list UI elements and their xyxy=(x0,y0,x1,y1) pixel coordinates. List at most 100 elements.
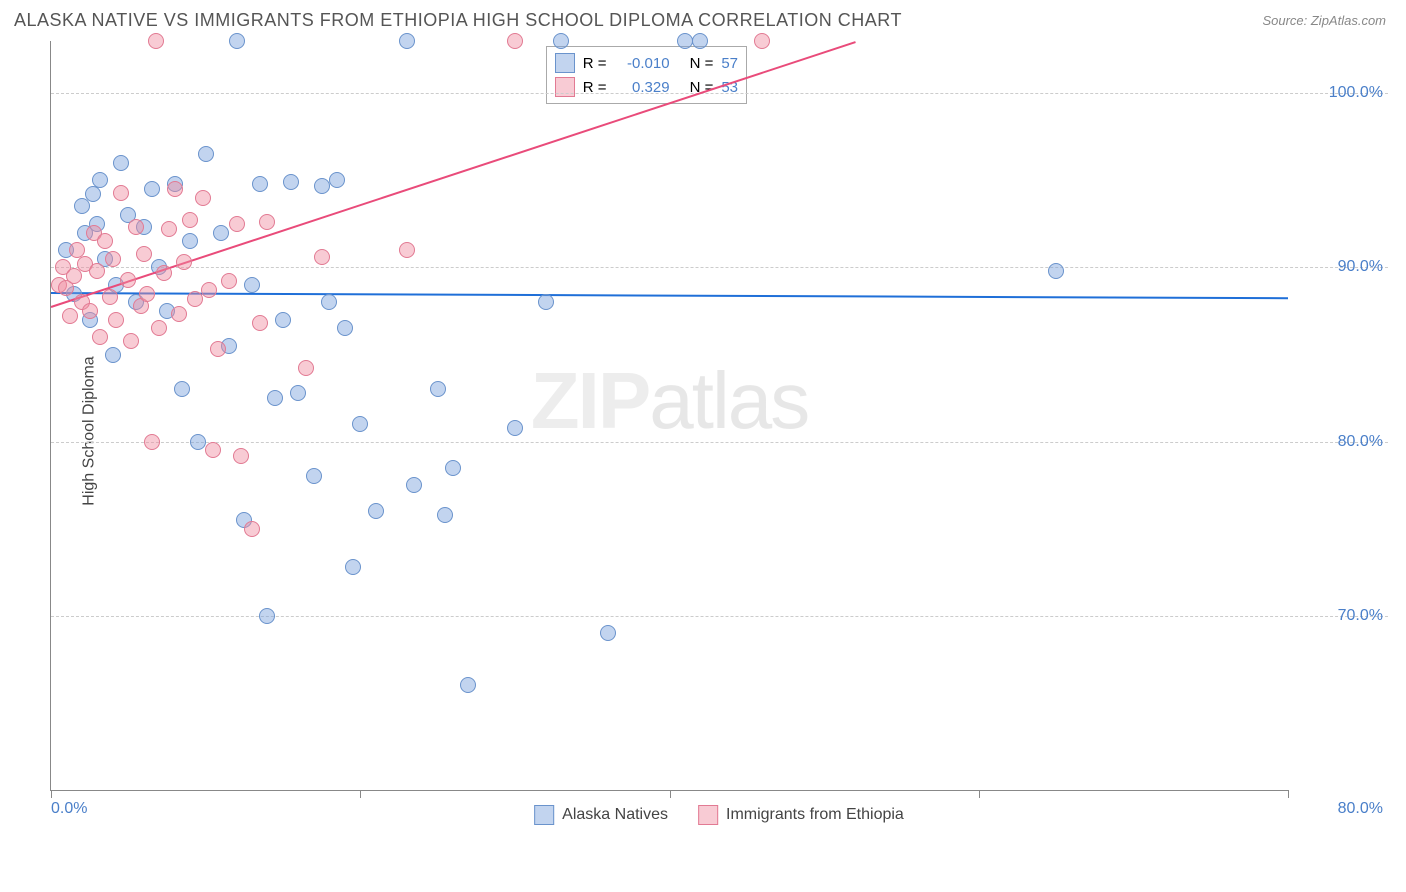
data-point xyxy=(229,33,245,49)
data-point xyxy=(692,33,708,49)
chart-title: ALASKA NATIVE VS IMMIGRANTS FROM ETHIOPI… xyxy=(14,10,902,31)
data-point xyxy=(275,312,291,328)
data-point xyxy=(190,434,206,450)
data-point xyxy=(233,448,249,464)
stats-legend-row: R =0.329N =53 xyxy=(555,75,738,99)
r-label: R = xyxy=(583,55,607,72)
x-tick xyxy=(360,790,361,798)
x-tick-label: 80.0% xyxy=(1338,800,1383,818)
data-point xyxy=(92,329,108,345)
legend-swatch xyxy=(534,805,554,825)
data-point xyxy=(221,273,237,289)
data-point xyxy=(148,33,164,49)
y-tick-label: 70.0% xyxy=(1338,607,1383,625)
stats-legend-row: R =-0.010N =57 xyxy=(555,51,738,75)
watermark: ZIPatlas xyxy=(531,355,808,447)
legend-label: Alaska Natives xyxy=(562,806,668,824)
data-point xyxy=(229,216,245,232)
data-point xyxy=(290,385,306,401)
data-point xyxy=(156,265,172,281)
watermark-thin: atlas xyxy=(649,356,808,445)
data-point xyxy=(182,212,198,228)
data-point xyxy=(144,434,160,450)
data-point xyxy=(267,390,283,406)
gridline xyxy=(51,267,1388,268)
data-point xyxy=(259,608,275,624)
data-point xyxy=(406,477,422,493)
data-point xyxy=(105,347,121,363)
data-point xyxy=(113,155,129,171)
data-point xyxy=(174,381,190,397)
data-point xyxy=(128,219,144,235)
data-point xyxy=(252,176,268,192)
data-point xyxy=(105,251,121,267)
data-point xyxy=(600,625,616,641)
data-point xyxy=(430,381,446,397)
data-point xyxy=(507,420,523,436)
data-point xyxy=(205,442,221,458)
x-tick xyxy=(1288,790,1289,798)
data-point xyxy=(139,286,155,302)
data-point xyxy=(259,214,275,230)
gridline xyxy=(51,442,1388,443)
data-point xyxy=(176,254,192,270)
gridline xyxy=(51,93,1388,94)
data-point xyxy=(345,559,361,575)
data-point xyxy=(329,172,345,188)
legend-swatch xyxy=(698,805,718,825)
y-tick-label: 100.0% xyxy=(1329,84,1383,102)
data-point xyxy=(123,333,139,349)
data-point xyxy=(151,320,167,336)
x-tick xyxy=(51,790,52,798)
data-point xyxy=(161,221,177,237)
x-tick xyxy=(979,790,980,798)
data-point xyxy=(62,308,78,324)
data-point xyxy=(321,294,337,310)
legend-swatch xyxy=(555,53,575,73)
data-point xyxy=(399,242,415,258)
watermark-bold: ZIP xyxy=(531,356,649,445)
gridline xyxy=(51,616,1388,617)
data-point xyxy=(368,503,384,519)
series-legend: Alaska Natives Immigrants from Ethiopia xyxy=(534,805,904,825)
data-point xyxy=(92,172,108,188)
data-point xyxy=(283,174,299,190)
data-point xyxy=(108,312,124,328)
data-point xyxy=(754,33,770,49)
data-point xyxy=(102,289,118,305)
data-point xyxy=(252,315,268,331)
data-point xyxy=(445,460,461,476)
trend-line xyxy=(51,292,1288,299)
source-label: Source: ZipAtlas.com xyxy=(1262,13,1386,28)
r-value: -0.010 xyxy=(615,55,670,72)
y-tick-label: 80.0% xyxy=(1338,433,1383,451)
data-point xyxy=(337,320,353,336)
data-point xyxy=(97,233,113,249)
stats-legend: R =-0.010N =57R =0.329N =53 xyxy=(546,46,747,104)
chart-container: High School Diploma ZIPatlas R =-0.010N … xyxy=(50,41,1388,821)
data-point xyxy=(1048,263,1064,279)
data-point xyxy=(507,33,523,49)
data-point xyxy=(210,341,226,357)
data-point xyxy=(85,186,101,202)
x-tick xyxy=(670,790,671,798)
data-point xyxy=(553,33,569,49)
data-point xyxy=(195,190,211,206)
data-point xyxy=(314,178,330,194)
data-point xyxy=(167,181,183,197)
data-point xyxy=(298,360,314,376)
data-point xyxy=(82,303,98,319)
data-point xyxy=(437,507,453,523)
data-point xyxy=(314,249,330,265)
data-point xyxy=(244,277,260,293)
legend-label: Immigrants from Ethiopia xyxy=(726,806,904,824)
data-point xyxy=(213,225,229,241)
x-tick-label: 0.0% xyxy=(51,800,87,818)
data-point xyxy=(201,282,217,298)
data-point xyxy=(198,146,214,162)
data-point xyxy=(89,263,105,279)
n-label: N = xyxy=(690,55,714,72)
data-point xyxy=(182,233,198,249)
data-point xyxy=(244,521,260,537)
plot-area: ZIPatlas R =-0.010N =57R =0.329N =53 70.… xyxy=(50,41,1288,791)
